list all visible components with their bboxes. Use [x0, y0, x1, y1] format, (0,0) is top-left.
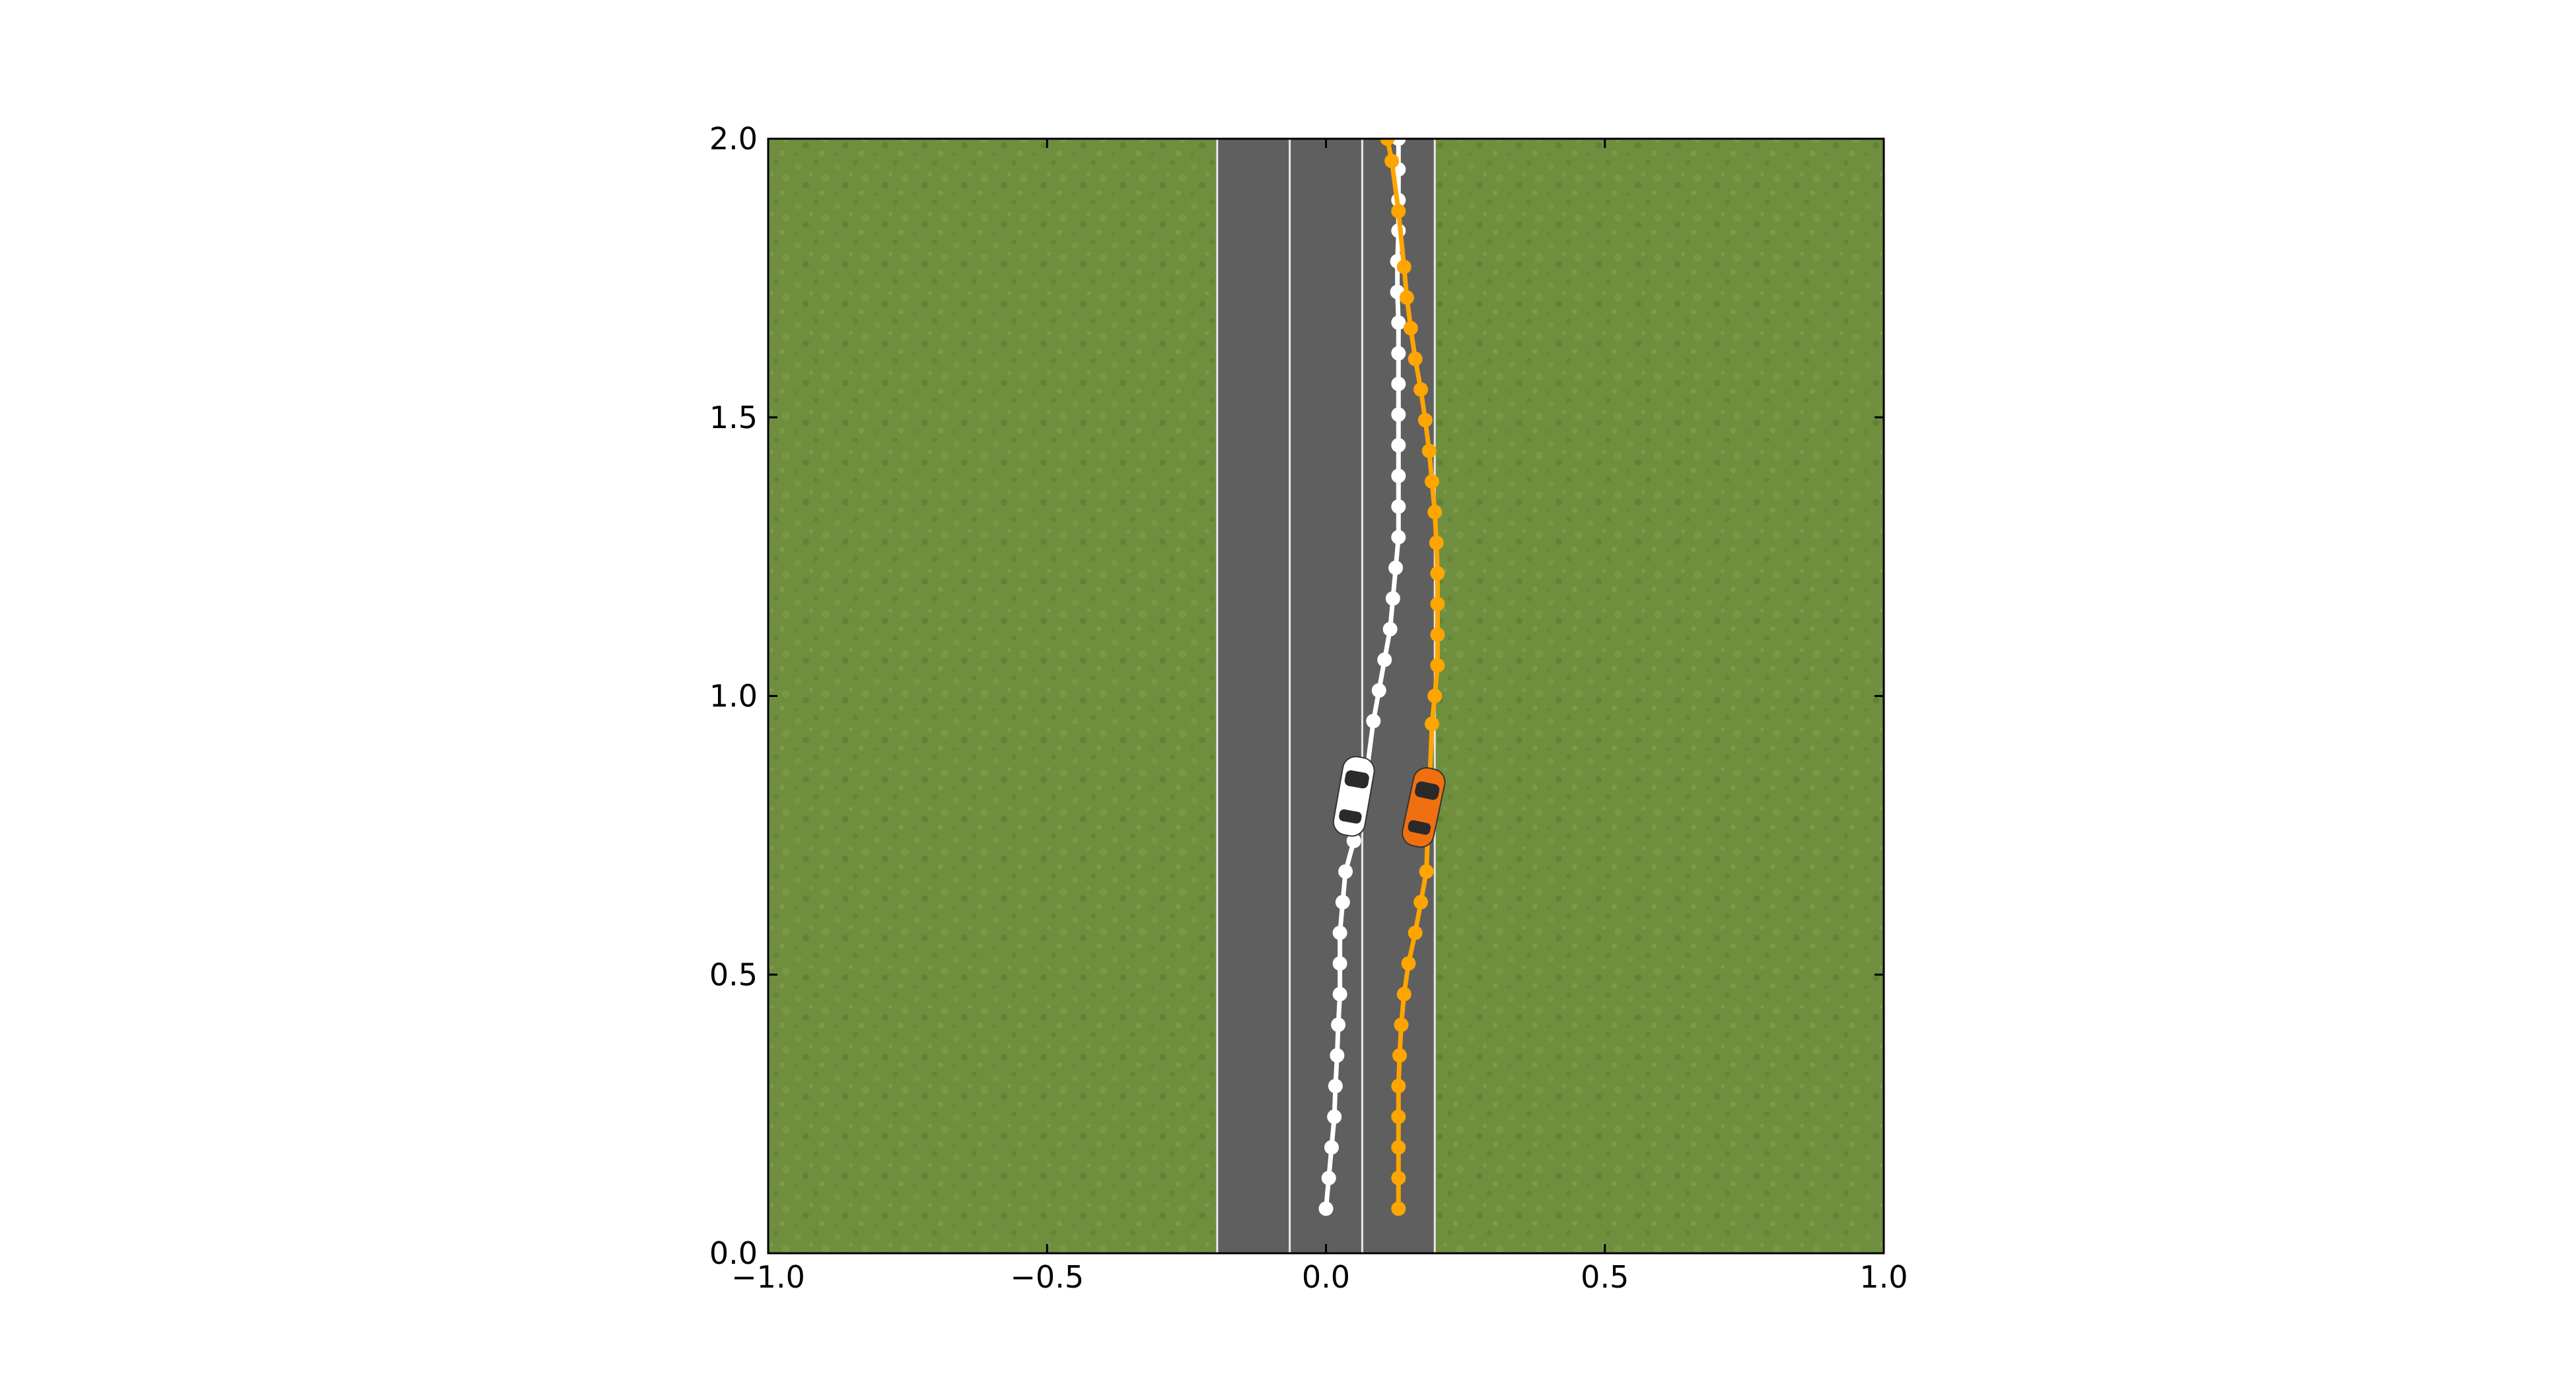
trajectory-point-1-8 [1401, 956, 1416, 971]
trajectory-point-0-6 [1331, 1017, 1346, 1033]
trajectory-point-0-11 [1338, 864, 1353, 879]
trajectory-point-0-9 [1332, 925, 1347, 940]
trajectory-point-0-15 [1371, 683, 1386, 698]
trajectory-point-1-25 [1403, 320, 1418, 336]
trajectory-point-1-29 [1384, 153, 1400, 168]
car-roof-0 [1342, 787, 1365, 811]
car-rear-window-0 [1339, 809, 1362, 824]
trajectory-point-0-22 [1391, 468, 1406, 484]
trajectory-point-0-3 [1327, 1109, 1342, 1124]
trajectory-point-1-30 [1380, 139, 1395, 146]
trajectory-point-0-18 [1385, 591, 1400, 606]
trajectory-point-0-20 [1391, 530, 1406, 545]
y-tick-label: 0.0 [709, 1235, 758, 1271]
plot-area [768, 139, 1884, 1253]
trajectory-line-0 [1324, 139, 1401, 1209]
trajectory-point-1-6 [1394, 1017, 1409, 1033]
car-0 [1332, 756, 1375, 837]
x-tick-label: 1.0 [1859, 1259, 1908, 1295]
trajectory-point-0-27 [1391, 315, 1406, 330]
x-tick-label: 0.0 [1302, 1259, 1350, 1295]
trajectory-point-1-11 [1419, 864, 1434, 879]
trajectory-point-1-13 [1427, 688, 1443, 704]
trajectory-point-0-0 [1318, 1201, 1334, 1216]
x-tick-label: −0.5 [1010, 1259, 1084, 1295]
trajectory-point-0-5 [1330, 1048, 1345, 1063]
trajectory-point-1-20 [1424, 474, 1439, 489]
trajectory-point-1-24 [1408, 351, 1423, 367]
x-tick-label: 0.5 [1581, 1259, 1629, 1295]
trajectory-point-1-1 [1391, 1171, 1406, 1186]
trajectory-point-0-19 [1388, 560, 1404, 575]
trajectory-point-0-23 [1391, 437, 1406, 453]
trajectory-point-1-5 [1392, 1048, 1407, 1063]
trajectory-point-1-26 [1399, 290, 1414, 305]
car-windshield-1 [1415, 781, 1440, 800]
trajectory-point-0-8 [1332, 956, 1347, 971]
trajectory-point-1-23 [1413, 382, 1429, 397]
trajectory-point-0-7 [1332, 986, 1347, 1002]
y-tick-label: 0.5 [709, 957, 758, 992]
trajectory-point-1-4 [1391, 1078, 1406, 1093]
trajectory-point-1-10 [1413, 895, 1429, 910]
trajectory-point-1-7 [1396, 986, 1412, 1002]
trajectory-point-0-24 [1391, 407, 1406, 422]
trajectory-point-0-4 [1328, 1078, 1343, 1093]
trajectory-point-1-28 [1391, 203, 1406, 219]
trajectory-point-1-2 [1391, 1140, 1406, 1155]
car-windshield-0 [1344, 770, 1369, 789]
x-tick-label: −1.0 [731, 1259, 805, 1295]
y-tick-label: 1.5 [709, 400, 758, 435]
y-tick-label: 1.0 [709, 678, 758, 714]
trajectory-point-1-22 [1417, 412, 1433, 427]
trajectory-point-0-26 [1391, 346, 1406, 361]
trajectory-point-0-10 [1335, 895, 1350, 910]
trajectory-point-1-16 [1430, 597, 1445, 612]
trajectory-point-1-3 [1391, 1109, 1406, 1124]
trajectory-point-0-25 [1391, 377, 1406, 392]
trajectory-point-0-2 [1324, 1140, 1339, 1155]
trajectory-point-1-14 [1430, 658, 1445, 673]
car-roof-1 [1411, 797, 1435, 823]
trajectory-point-0-1 [1321, 1171, 1336, 1186]
trajectory-point-1-0 [1391, 1201, 1406, 1216]
trajectory-point-1-9 [1408, 925, 1423, 940]
trajectory-point-0-17 [1382, 622, 1398, 637]
trajectory-point-1-27 [1396, 260, 1412, 275]
trajectory-point-0-12 [1346, 833, 1361, 848]
y-tick-label: 2.0 [709, 121, 758, 157]
trajectory-point-0-16 [1377, 652, 1392, 667]
trajectory-point-0-14 [1366, 713, 1381, 729]
trajectory-point-1-12 [1424, 716, 1439, 731]
trajectory-point-0-33 [1391, 139, 1406, 146]
car-rear-window-1 [1408, 820, 1431, 835]
trajectory-point-1-15 [1430, 627, 1445, 642]
trajectory-point-1-17 [1430, 566, 1445, 581]
trajectory-point-1-18 [1429, 535, 1444, 550]
trajectory-point-1-19 [1427, 505, 1443, 520]
trajectory-point-0-21 [1391, 499, 1406, 514]
car-1 [1402, 767, 1446, 848]
trajectory-point-1-21 [1421, 443, 1437, 458]
